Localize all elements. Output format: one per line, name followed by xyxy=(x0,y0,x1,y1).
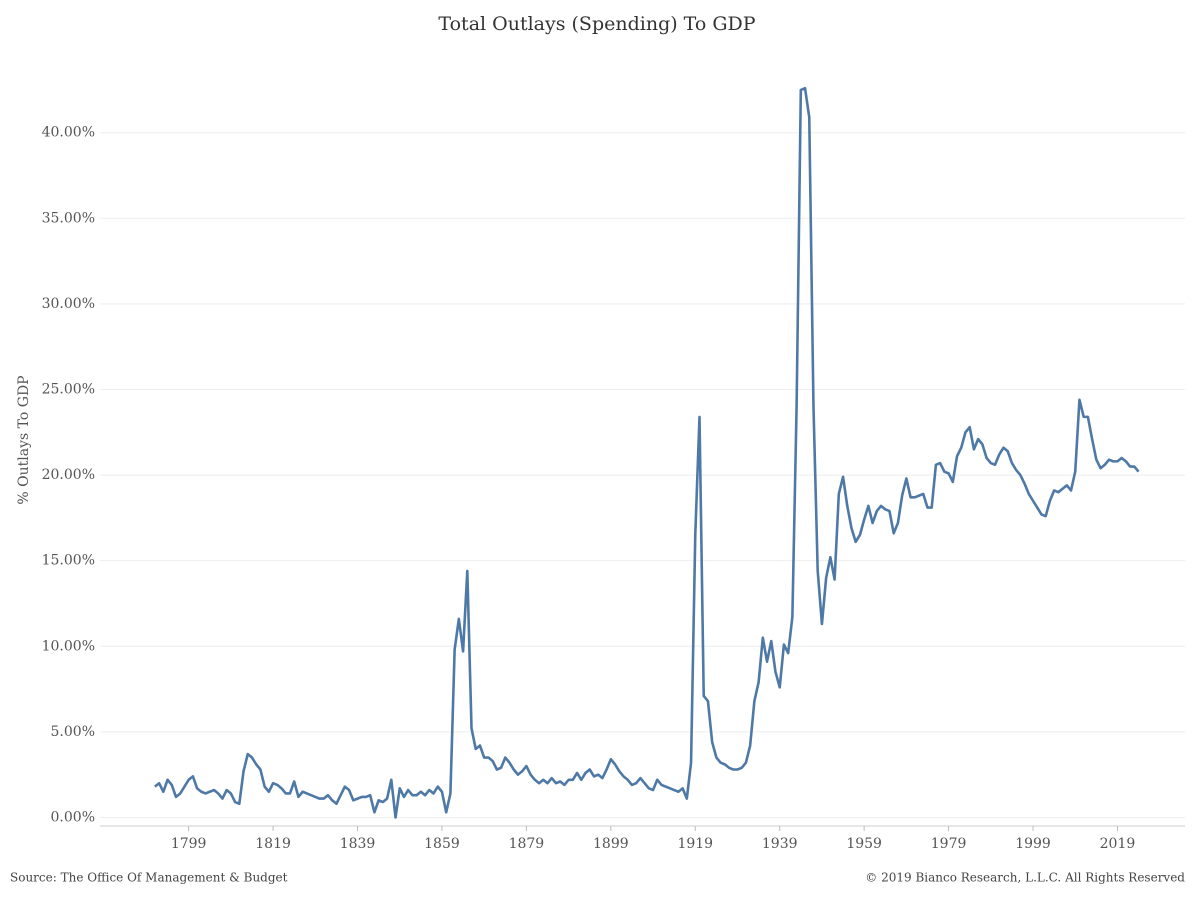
x-tick-label: 1799 xyxy=(171,836,207,852)
y-tick-label: 15.00% xyxy=(42,553,95,569)
y-tick-label: 35.00% xyxy=(42,210,95,226)
x-tick-label: 1939 xyxy=(762,836,798,852)
x-tick-label: 2019 xyxy=(1100,836,1136,852)
x-tick-label: 1919 xyxy=(677,836,713,852)
x-tick-label: 1999 xyxy=(1015,836,1051,852)
y-tick-label: 25.00% xyxy=(42,381,95,397)
y-tick-label: 10.00% xyxy=(42,638,95,654)
y-tick-label: 0.00% xyxy=(51,809,95,825)
chart-title: Total Outlays (Spending) To GDP xyxy=(438,13,755,35)
x-tick-label: 1879 xyxy=(509,836,545,852)
x-tick-label: 1959 xyxy=(846,836,882,852)
x-tick-label: 1979 xyxy=(931,836,967,852)
x-tick-label: 1899 xyxy=(593,836,629,852)
x-tick-label: 1819 xyxy=(255,836,291,852)
y-tick-label: 40.00% xyxy=(42,125,95,141)
y-tick-label: 30.00% xyxy=(42,296,95,312)
source-note: Source: The Office Of Management & Budge… xyxy=(10,871,288,885)
x-tick-label: 1839 xyxy=(340,836,376,852)
y-axis-label: % Outlays To GDP xyxy=(16,375,32,504)
copyright-note: © 2019 Bianco Research, L.L.C. All Right… xyxy=(865,871,1185,885)
y-tick-label: 5.00% xyxy=(51,724,95,740)
x-tick-label: 1859 xyxy=(424,836,460,852)
data-line xyxy=(154,86,1140,819)
y-tick-label: 20.00% xyxy=(42,467,95,483)
